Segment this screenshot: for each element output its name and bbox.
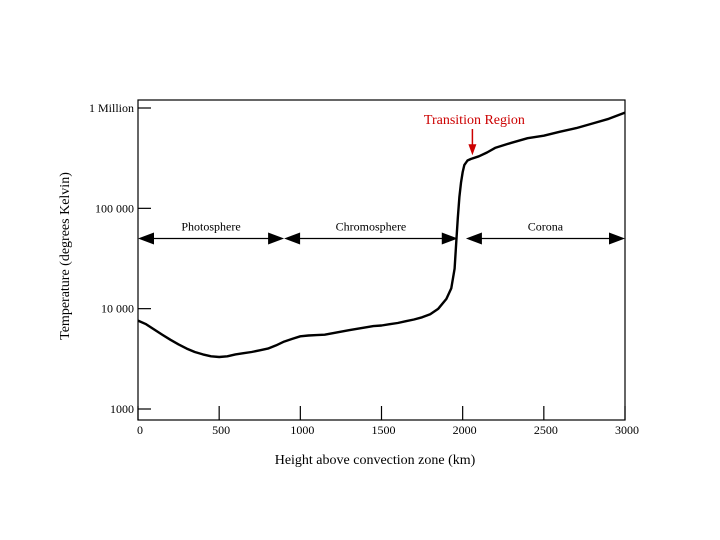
- region-arrowhead-left: [138, 232, 154, 245]
- x-tick-label: 1500: [372, 423, 396, 437]
- temperature-curve: [137, 111, 626, 359]
- y-axis-label: Temperature (degrees Kelvin): [58, 172, 73, 340]
- region-label: Chromosphere: [336, 220, 407, 234]
- region-arrowhead-right: [441, 232, 458, 245]
- region-label: Photosphere: [181, 220, 240, 234]
- x-tick-label: 2000: [453, 423, 477, 437]
- region-arrowhead-left: [284, 232, 301, 245]
- x-axis-ticks: 0 500 1000 1500 2000 2500 3000: [137, 406, 639, 437]
- x-tick-label: 2500: [534, 423, 558, 437]
- region-markers: Photosphere Chromosphere Corona: [138, 220, 625, 245]
- region-arrowhead-left: [465, 232, 482, 245]
- annotation-arrowhead: [468, 144, 477, 156]
- region-label: Corona: [528, 220, 564, 234]
- annotation-label: Transition Region: [424, 113, 525, 128]
- y-tick-label: 10 000: [101, 302, 134, 316]
- x-tick-label: 0: [137, 423, 143, 437]
- y-axis-ticks: 1000 10 000 100 000 1 Million: [89, 101, 151, 416]
- x-tick-label: 3000: [615, 423, 639, 437]
- x-tick-label: 500: [212, 423, 230, 437]
- y-tick-label: 1000: [110, 402, 134, 416]
- x-tick-label: 1000: [290, 423, 314, 437]
- region-arrowhead-right: [268, 232, 285, 245]
- y-tick-label: 1 Million: [89, 101, 134, 115]
- plot-frame: [137, 99, 626, 421]
- region-arrowhead-right: [609, 232, 625, 245]
- y-tick-label: 100 000: [95, 201, 134, 215]
- transition-annotation: Transition Region: [424, 113, 525, 156]
- x-axis-label: Height above convection zone (km): [275, 453, 476, 468]
